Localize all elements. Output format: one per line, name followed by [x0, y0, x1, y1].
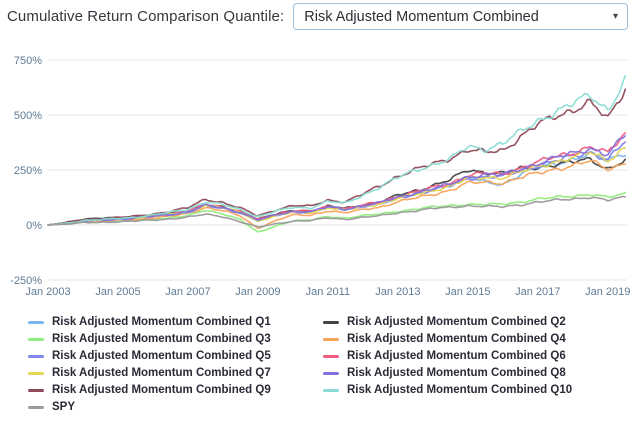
legend-item-q1[interactable]: Risk Adjusted Momentum Combined Q1 [28, 316, 323, 328]
legend-label-q6: Risk Adjusted Momentum Combined Q6 [347, 350, 566, 362]
y-tick-label: -250% [10, 275, 42, 287]
series-line-q7 [47, 146, 627, 226]
x-tick-label: Jan 2003 [25, 286, 70, 298]
legend-item-spy[interactable]: SPY [28, 401, 323, 413]
chart-svg: 750% 500% 250% 0% -250%Jan 2003 Jan 2005 Jan 2… [10, 55, 630, 298]
legend-item-q7[interactable]: Risk Adjusted Momentum Combined Q7 [28, 367, 323, 379]
series-line-q3 [47, 191, 627, 233]
series-line-q1 [47, 150, 627, 226]
legend-swatch-q7 [28, 371, 44, 375]
chart-title: Cumulative Return Comparison Quantile: [7, 8, 285, 25]
x-tick-label: Jan 2009 [235, 286, 280, 298]
legend-item-q2[interactable]: Risk Adjusted Momentum Combined Q2 [323, 316, 631, 328]
y-tick-label: 750% [14, 55, 42, 67]
legend-label-spy: SPY [52, 401, 76, 413]
legend-label-q10: Risk Adjusted Momentum Combined Q10 [347, 384, 573, 396]
x-tick-label: Jan 2019 [585, 286, 630, 298]
series-line-spy [47, 195, 627, 228]
legend-item-q5[interactable]: Risk Adjusted Momentum Combined Q5 [28, 350, 323, 362]
legend-swatch-q9 [28, 388, 44, 392]
legend-label-q4: Risk Adjusted Momentum Combined Q4 [347, 333, 566, 345]
legend-label-q7: Risk Adjusted Momentum Combined Q7 [52, 367, 271, 379]
x-tick-label: Jan 2007 [165, 286, 210, 298]
legend-swatch-q5 [28, 354, 44, 358]
x-tick-label: Jan 2005 [95, 286, 140, 298]
x-tick-label: Jan 2013 [375, 286, 420, 298]
quantile-dropdown-value: Risk Adjusted Momentum Combined [304, 8, 539, 25]
chart-legend: Risk Adjusted Momentum Combined Q1 Risk A… [28, 316, 631, 413]
legend-label-q5: Risk Adjusted Momentum Combined Q5 [52, 350, 271, 362]
legend-item-q4[interactable]: Risk Adjusted Momentum Combined Q4 [323, 333, 631, 345]
legend-label-q8: Risk Adjusted Momentum Combined Q8 [347, 367, 566, 379]
legend-swatch-q10 [323, 388, 339, 392]
legend-swatch-q2 [323, 320, 339, 324]
legend-swatch-q6 [323, 354, 339, 358]
legend-label-q3: Risk Adjusted Momentum Combined Q3 [52, 333, 271, 345]
legend-label-q1: Risk Adjusted Momentum Combined Q1 [52, 316, 271, 328]
legend-swatch-q3 [28, 337, 44, 341]
series-line-q4 [47, 159, 627, 230]
y-tick-label: 250% [14, 165, 42, 177]
chart-header: Cumulative Return Comparison Quantile: R… [0, 0, 631, 30]
legend-item-q3[interactable]: Risk Adjusted Momentum Combined Q3 [28, 333, 323, 345]
legend-swatch-spy [28, 405, 44, 409]
legend-swatch-q8 [323, 371, 339, 375]
legend-label-q9: Risk Adjusted Momentum Combined Q9 [52, 384, 271, 396]
legend-item-q8[interactable]: Risk Adjusted Momentum Combined Q8 [323, 367, 631, 379]
legend-label-q2: Risk Adjusted Momentum Combined Q2 [347, 316, 566, 328]
y-tick-label: 500% [14, 110, 42, 122]
x-tick-label: Jan 2015 [445, 286, 490, 298]
legend-item-q10[interactable]: Risk Adjusted Momentum Combined Q10 [323, 384, 631, 396]
legend-swatch-q1 [28, 320, 44, 324]
series-line-q5 [47, 141, 627, 226]
series-line-q10 [47, 74, 627, 226]
legend-item-q6[interactable]: Risk Adjusted Momentum Combined Q6 [323, 350, 631, 362]
x-tick-label: Jan 2011 [306, 286, 350, 298]
quantile-dropdown[interactable]: Risk Adjusted Momentum Combined ▾ [293, 3, 628, 30]
legend-swatch-q4 [323, 337, 339, 341]
x-tick-label: Jan 2017 [515, 286, 560, 298]
series-line-q9 [47, 88, 627, 226]
chevron-down-icon: ▾ [612, 11, 618, 22]
legend-item-q9[interactable]: Risk Adjusted Momentum Combined Q9 [28, 384, 323, 396]
y-tick-label: 0% [26, 220, 42, 232]
